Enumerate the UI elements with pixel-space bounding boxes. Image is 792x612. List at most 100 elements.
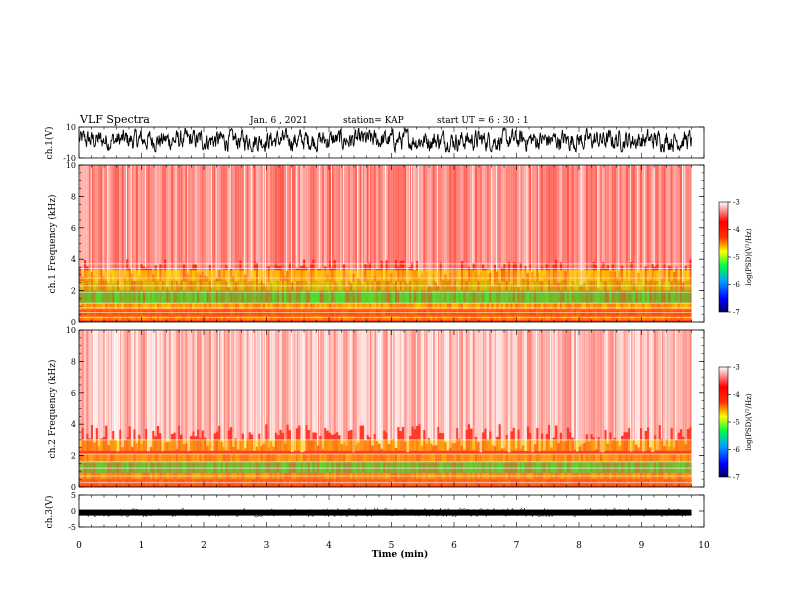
ch1-spectrogram-band-cell [342, 270, 346, 282]
ch2-spectrogram-band-cell [559, 461, 563, 473]
ch1-spectrogram-noise-col [613, 165, 617, 272]
ch2-spectrogram-streak [114, 330, 116, 441]
ch2-spectrogram-band-cell [484, 454, 487, 462]
ch2-spectrogram-noise-col [137, 330, 141, 435]
ch1-spectrogram-band-cell [665, 303, 669, 310]
ch1-spectrogram-noise-col [345, 165, 348, 287]
ch1-spectrogram-noise-col [324, 165, 327, 267]
ch1-spectrogram-noise-col [667, 165, 671, 266]
ch1-spectrogram-band-cell [109, 303, 113, 310]
colorbar-tick-label: -6 [733, 281, 740, 289]
ch2-spectrogram-band-cell [526, 454, 530, 462]
ch3-waveform-trace [79, 509, 692, 516]
ch1-spectrogram-band-cell [333, 270, 337, 282]
ch1-spectrogram-streak [644, 165, 646, 267]
ch1-spectrogram-band-cell [500, 270, 504, 282]
ch1-spectrogram-band-cell [225, 270, 228, 282]
ch1-spectrogram-band-cell [133, 315, 136, 321]
ch2-spectrogram-band-cell [79, 461, 82, 473]
ch2-spectrogram-noise-col [446, 330, 450, 451]
ch1-spectrogram-noise-col [88, 165, 92, 279]
ch2-spectrogram-band-cell [279, 461, 282, 473]
ch2-spectrogram-band-cell [430, 461, 433, 473]
ch2-spectrogram-streak [255, 330, 257, 447]
ch2-spectrogram-band-cell [484, 439, 487, 451]
ch1-spectrogram-band-cell [637, 303, 640, 310]
ch1-spectrogram-noise-col [189, 165, 193, 270]
ch1-spectrogram-streak [495, 165, 497, 272]
ch1-spectrogram-band-cell [432, 315, 436, 321]
ch2-spectrogram-band-cell [175, 461, 179, 473]
ch1-spectrogram-band-cell [630, 270, 633, 282]
ch1-spectrogram-band-cell [540, 315, 544, 321]
ch2-spectrogram-band-cell [291, 454, 294, 462]
ch1-spectrogram-band-cell [175, 290, 179, 304]
time-tick-label: 7 [514, 541, 520, 551]
ch1-spectrogram-noise-col [368, 165, 372, 263]
ch1-spectrogram-band-cell [283, 303, 287, 310]
ch1-spectrogram-band-cell [677, 270, 681, 282]
ch2-spectrogram-band-cell [81, 439, 85, 451]
ch1-spectrogram-band-cell [651, 270, 655, 282]
ch2-spectrogram-band-cell [222, 454, 226, 462]
ch1-spectrogram-band-cell [107, 270, 110, 282]
ch1-spectrogram-band-cell [493, 270, 497, 282]
ch1-spectrogram-band-cell [594, 315, 598, 321]
ch1-spectrogram-band-cell [366, 303, 370, 310]
ch2-spectrogram-noise-col [258, 330, 261, 434]
ch1-spectrogram-band-cell [361, 290, 365, 304]
ch1-spectrogram-band-cell [177, 303, 181, 310]
ch2-spectrogram-band-cell [177, 439, 181, 451]
ch1-spectrogram-band-cell [510, 303, 513, 310]
ch1-spectrogram-band-cell [453, 290, 457, 304]
ch1-spectrogram-band-cell [319, 290, 322, 304]
ch1-spectrogram-band-cell [300, 315, 304, 321]
ch2-spectrogram-band-cell [434, 461, 438, 473]
ch1-spectrogram-band-cell [406, 270, 410, 282]
ch1-spectrogram-band-cell [594, 290, 598, 304]
ch2-spectrogram-noise-col [135, 330, 139, 444]
ch2-spectrogram-band-cell [309, 439, 313, 451]
ch1-spectrogram-band-cell [404, 303, 407, 310]
ch1-spectrogram-band-cell [422, 315, 426, 321]
ch1-spectrogram-noise-col [564, 165, 567, 272]
ch2-spectrogram-noise-col [642, 330, 645, 452]
ch1-spectrogram-ylabel: ch.1 Frequency (kHz) [47, 195, 58, 294]
ch1-spectrogram-band-cell [547, 290, 551, 304]
ch1-spectrogram-streak [684, 165, 686, 267]
ch2-spectrogram-band-cell [444, 439, 447, 451]
ch1-spectrogram-band-cell [130, 315, 134, 321]
ch1-spectrogram-noise-col [651, 165, 655, 264]
ch1-spectrogram-band-cell [156, 270, 160, 282]
ch2-spectrogram-noise-col [175, 330, 179, 449]
ch2-spectrogram-noise-col [123, 330, 127, 440]
ch2-spectrogram-band-cell [246, 454, 249, 462]
ch1-spectrogram-band-cell [448, 270, 452, 282]
ch1-spectrogram-noise-col [665, 165, 669, 287]
ch2-spectrogram-band-cell [495, 439, 499, 451]
ch2-spectrogram-band-cell [536, 439, 539, 451]
ch1-spectrogram-band-cell [387, 315, 391, 321]
ch2-spectrogram-band-cell [107, 461, 110, 473]
ch1-spectrogram-band-cell [267, 315, 271, 321]
ch2-spectrogram-streak [161, 330, 163, 452]
ch2-spectrogram-band-cell [116, 454, 120, 462]
ch2-spectrogram-band-cell [533, 461, 537, 473]
ch1-spectrogram-band-cell [187, 303, 191, 310]
colorbar-tick-label: -3 [733, 364, 740, 372]
ch1-spectrogram-band-cell [679, 315, 683, 321]
ch2-spectrogram-band-cell [583, 461, 586, 473]
ch1-spectrogram-noise-col [493, 165, 497, 265]
ch1-spectrogram-band-cell [599, 315, 603, 321]
ch2-spectrogram-band-cell [448, 454, 452, 462]
ch2-spectrogram-band-cell [180, 461, 183, 473]
ch2-spectrogram-band-cell [119, 461, 122, 473]
ch2-spectrogram-band-cell [192, 461, 195, 473]
ch2-spectrogram-band-cell [599, 461, 603, 473]
ch1-spectrogram-noise-col [444, 165, 447, 275]
ch2-spectrogram-band-cell [439, 439, 443, 451]
ch1-spectrogram-band-cell [213, 270, 216, 282]
ch2-spectrogram-band-cell [147, 461, 150, 473]
ch1-spectrogram-band-cell [368, 270, 372, 282]
ch2-spectrogram-band-cell [592, 461, 596, 473]
